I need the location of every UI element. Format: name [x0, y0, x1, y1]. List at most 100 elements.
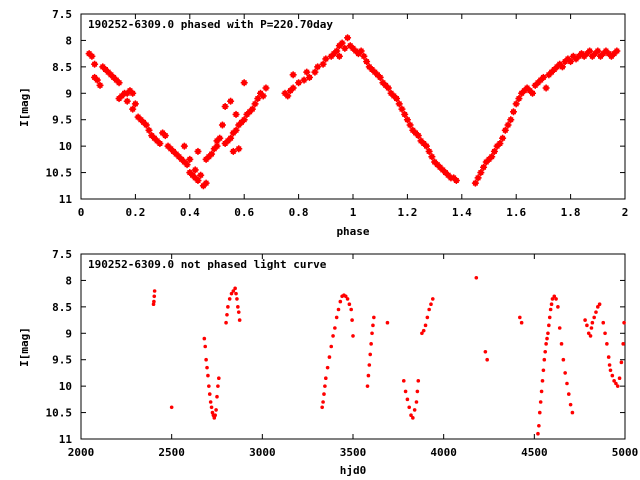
- data-point: [284, 92, 292, 100]
- data-point: [398, 105, 406, 113]
- data-point: [349, 307, 353, 312]
- data-point: [320, 405, 324, 410]
- data-point: [594, 47, 602, 55]
- data-point: [169, 405, 174, 410]
- data-point: [235, 297, 239, 301]
- data-point: [93, 76, 101, 84]
- x-tick-label: 1.2: [397, 206, 417, 219]
- data-point: [583, 318, 587, 322]
- data-point: [336, 307, 341, 312]
- data-point: [540, 379, 545, 383]
- data-point: [608, 368, 613, 373]
- x-tick-label: 3000: [249, 446, 276, 459]
- data-point: [412, 408, 417, 412]
- x-tick-label: 4500: [521, 446, 548, 459]
- data-point: [202, 336, 207, 341]
- data-point: [538, 400, 543, 404]
- data-point: [151, 302, 156, 307]
- data-point: [203, 344, 208, 349]
- data-point: [474, 174, 482, 182]
- y-tick-label: 7.5: [52, 248, 72, 261]
- data-point: [248, 105, 256, 113]
- data-point: [367, 363, 372, 367]
- data-point: [156, 140, 164, 147]
- data-point: [414, 400, 419, 404]
- x-axis-ticks: 0 0.2 0.4 0.6 0.8 1 1.2 1.4 1.6 1.8 2: [78, 14, 628, 219]
- data-point: [499, 134, 507, 142]
- data-point: [240, 79, 248, 87]
- data-point: [403, 116, 411, 124]
- data-point: [401, 110, 409, 118]
- data-point: [372, 315, 376, 320]
- data-point: [537, 423, 541, 428]
- y-axis-label: I[mag]: [18, 327, 31, 367]
- y-tick-label: 9: [65, 87, 72, 100]
- data-point: [563, 371, 567, 375]
- data-point: [235, 145, 243, 153]
- data-point: [363, 58, 371, 66]
- data-point: [351, 334, 355, 338]
- data-point: [501, 126, 509, 134]
- data-point: [152, 294, 157, 299]
- data-point: [232, 110, 240, 118]
- data-point: [213, 413, 217, 418]
- data-point: [401, 379, 406, 383]
- data-point: [548, 307, 553, 312]
- data-point: [347, 302, 352, 307]
- data-point: [613, 47, 621, 55]
- data-point: [543, 349, 548, 354]
- data-point: [542, 357, 547, 362]
- data-point: [559, 342, 564, 346]
- data-point: [343, 294, 348, 299]
- data-point: [471, 179, 479, 187]
- data-point: [615, 384, 620, 388]
- y-tick-label: 10.5: [46, 167, 73, 180]
- data-point: [217, 376, 221, 381]
- data-point: [254, 95, 262, 103]
- data-point: [325, 365, 330, 370]
- data-point: [218, 121, 226, 129]
- data-point: [366, 373, 371, 378]
- data-point: [592, 315, 596, 320]
- data-point: [619, 360, 624, 365]
- data-point: [186, 155, 194, 163]
- data-point: [480, 163, 488, 171]
- data-point: [556, 305, 560, 309]
- data-point: [507, 116, 515, 124]
- data-point: [224, 320, 228, 325]
- data-point: [209, 405, 214, 410]
- data-point: [474, 275, 479, 280]
- data-point: [370, 331, 374, 336]
- data-point: [590, 320, 595, 325]
- data-point: [233, 286, 237, 291]
- y-tick-label: 10.5: [46, 407, 73, 420]
- y-tick-label: 8: [65, 274, 72, 287]
- x-tick-label: 0: [78, 206, 85, 219]
- x-axis-ticks: 2000 2500 3000 3500 4000 4500 5000: [68, 254, 638, 459]
- data-point: [606, 355, 611, 359]
- y-axis-label: I[mag]: [18, 87, 31, 127]
- data-point: [206, 373, 210, 378]
- data-point: [554, 297, 558, 301]
- data-point: [395, 100, 403, 108]
- data-point: [227, 297, 232, 301]
- data-point: [561, 357, 566, 362]
- data-point: [368, 352, 373, 357]
- data-point: [384, 84, 392, 92]
- plot-frame: [80, 13, 626, 200]
- data-point: [416, 379, 421, 383]
- data-point: [545, 336, 549, 341]
- x-tick-label: 1.8: [561, 206, 581, 219]
- x-tick-label: 2500: [158, 446, 185, 459]
- data-point: [425, 315, 430, 320]
- data-point: [586, 47, 594, 55]
- data-point: [539, 73, 547, 81]
- x-tick-label: 2000: [68, 446, 95, 459]
- data-point: [515, 95, 523, 103]
- y-tick-label: 10: [59, 380, 72, 393]
- data-point: [207, 384, 211, 388]
- y-tick-label: 10: [59, 140, 72, 153]
- data-point: [586, 331, 591, 336]
- data-point: [333, 326, 337, 330]
